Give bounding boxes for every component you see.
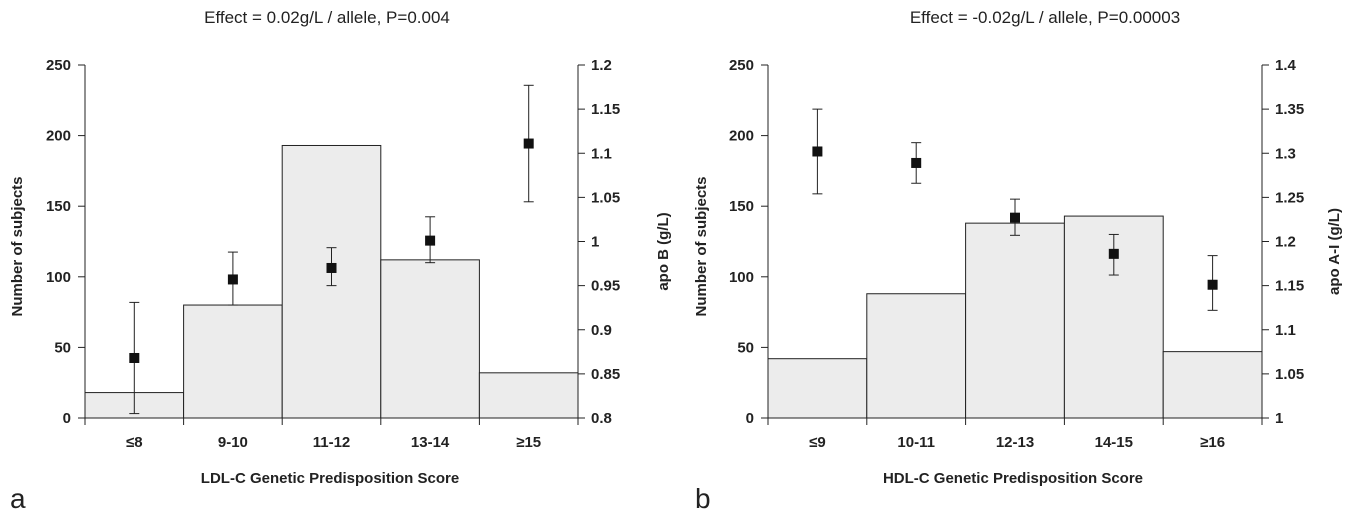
data-point-3 xyxy=(1108,248,1119,259)
y-tick-label: 250 xyxy=(46,57,71,74)
y2-tick-label: 1.35 xyxy=(1275,101,1304,118)
x-tick-label: 12-13 xyxy=(996,434,1034,451)
x-tick-label: ≤8 xyxy=(126,434,143,451)
panel-letter: a xyxy=(10,483,26,514)
y2-tick-label: 1.2 xyxy=(1275,234,1296,251)
x-tick-label: ≤9 xyxy=(809,434,826,451)
y-tick-label: 50 xyxy=(54,339,71,356)
panel-letter: b xyxy=(695,483,711,514)
data-point-4 xyxy=(1207,279,1218,290)
chart-panel-b: Effect = -0.02g/L / allele, P=0.00003 0 50… xyxy=(693,8,1343,514)
x-axis-label: LDL-C Genetic Predisposition Score xyxy=(201,470,459,487)
y2-tick-label: 1.15 xyxy=(591,101,620,118)
x-tick-label: 11-12 xyxy=(313,434,351,451)
y2-tick-label: 1.1 xyxy=(591,145,612,162)
y2-tick-label: 0.9 xyxy=(591,322,612,339)
bar-4 xyxy=(478,372,579,419)
bar-3 xyxy=(380,259,480,419)
data-point-2 xyxy=(1010,212,1020,223)
x-tick-label: 13-14 xyxy=(411,434,450,451)
y2-tick-label: 1 xyxy=(591,234,599,251)
y-axis-label: Number of subjects xyxy=(693,176,710,316)
x-tick-label: 9-10 xyxy=(218,434,248,451)
data-point-1 xyxy=(911,157,922,168)
x-tick-label: 14-15 xyxy=(1095,434,1133,451)
bar-1 xyxy=(866,293,967,419)
y-tick-label: 200 xyxy=(729,128,754,145)
chart-title: Effect = 0.02g/L / allele, P=0.004 xyxy=(204,8,450,27)
y2-tick-label: 1.25 xyxy=(1275,189,1304,206)
x-tick-label: ≥16 xyxy=(1200,434,1225,451)
y2-tick-label: 1.1 xyxy=(1275,322,1296,339)
y2-tick-label: 1 xyxy=(1275,410,1283,427)
y2-tick-label: 0.95 xyxy=(591,278,620,295)
y-axis-label: Number of subjects xyxy=(9,176,26,316)
y2-tick-label: 1.2 xyxy=(591,57,612,74)
y-tick-label: 50 xyxy=(737,339,754,356)
bar-2 xyxy=(965,222,1065,419)
data-point-0 xyxy=(812,146,823,157)
y-tick-label: 0 xyxy=(63,410,71,427)
bar-4 xyxy=(1162,351,1263,419)
y-tick-label: 100 xyxy=(729,269,754,286)
y-tick-label: 200 xyxy=(46,128,71,145)
bar-1 xyxy=(183,304,283,419)
y2-tick-label: 1.05 xyxy=(1275,366,1304,383)
data-point-4 xyxy=(523,138,534,149)
y2-tick-label: 1.3 xyxy=(1275,145,1296,162)
data-point-2 xyxy=(326,262,337,273)
data-point-3 xyxy=(425,235,436,246)
y2-tick-label: 0.85 xyxy=(591,366,620,383)
y2-tick-label: 0.8 xyxy=(591,410,612,427)
y2-axis-label: apo A-I (g/L) xyxy=(1326,208,1343,295)
y-tick-label: 0 xyxy=(746,410,754,427)
y-tick-label: 100 xyxy=(46,269,71,286)
chart-panel-a: Effect = 0.02g/L / allele, P=0.004 0 50 100… xyxy=(9,8,672,514)
data-point-1 xyxy=(227,274,238,285)
chart-title: Effect = -0.02g/L / allele, P=0.00003 xyxy=(910,8,1180,27)
y-tick-label: 250 xyxy=(729,57,754,74)
y-tick-label: 150 xyxy=(46,198,71,215)
y2-axis-label: apo B (g/L) xyxy=(655,212,672,290)
x-tick-label: 10-11 xyxy=(897,434,935,451)
y-tick-label: 150 xyxy=(729,198,754,215)
data-point-0 xyxy=(129,352,140,363)
y2-tick-label: 1.4 xyxy=(1275,57,1297,74)
x-axis-label: HDL-C Genetic Predisposition Score xyxy=(883,470,1143,487)
y2-tick-label: 1.05 xyxy=(591,189,620,206)
bar-0 xyxy=(767,358,868,419)
x-tick-label: ≥15 xyxy=(516,434,541,451)
y2-tick-label: 1.15 xyxy=(1275,278,1304,295)
